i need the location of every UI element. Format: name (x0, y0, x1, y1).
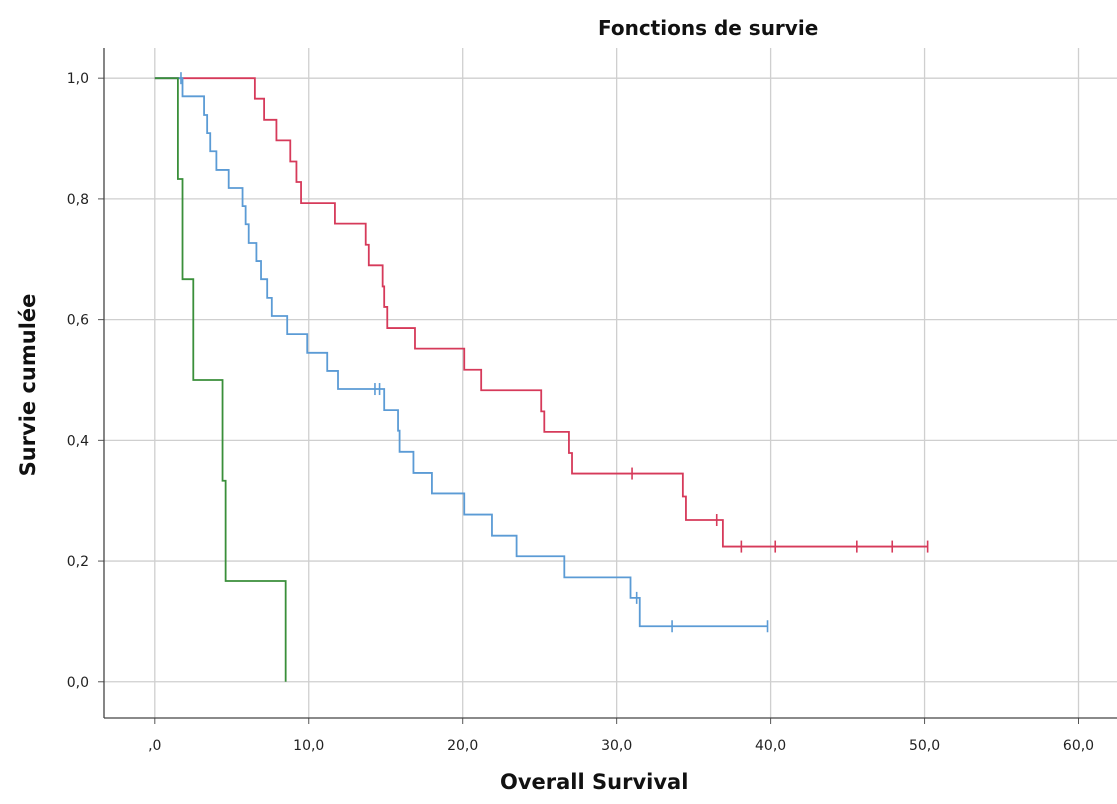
x-tick-label: ,0 (148, 738, 161, 754)
x-tick-label: 30,0 (601, 738, 632, 754)
y-tick-label: 0,4 (67, 433, 89, 449)
series-group (154, 72, 929, 682)
y-tick-label: 0,8 (67, 192, 89, 208)
chart-title: Fonctions de survie (598, 16, 819, 40)
tick-labels: ,0 10,0 20,0 30,0 40,0 50,0 60,0 0,0 0,2 0,4 0,6 0,… (67, 71, 1094, 754)
x-tick-label: 50,0 (909, 738, 940, 754)
y-tick-label: 1,0 (67, 71, 89, 87)
y-tick-label: 0,6 (67, 313, 89, 329)
survival-curve (154, 77, 287, 682)
survival-curve (154, 77, 768, 628)
x-axis-label: Overall Survival (500, 770, 689, 794)
grid-lines (104, 48, 1117, 718)
x-tick-label: 40,0 (755, 738, 786, 754)
x-tick-label: 60,0 (1063, 738, 1094, 754)
y-tick-label: 0,2 (67, 554, 89, 570)
survival-curve (154, 77, 928, 548)
y-tick-label: 0,0 (67, 675, 89, 691)
x-tick-label: 10,0 (293, 738, 324, 754)
axes (98, 48, 1117, 724)
x-tick-label: 20,0 (447, 738, 478, 754)
